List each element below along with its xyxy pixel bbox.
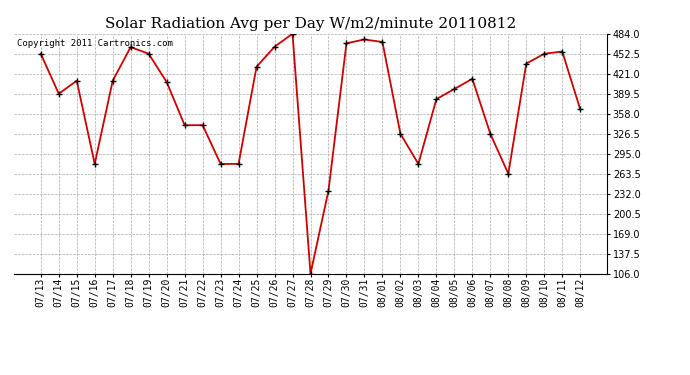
Text: Copyright 2011 Cartronics.com: Copyright 2011 Cartronics.com [17, 39, 172, 48]
Title: Solar Radiation Avg per Day W/m2/minute 20110812: Solar Radiation Avg per Day W/m2/minute … [105, 17, 516, 31]
